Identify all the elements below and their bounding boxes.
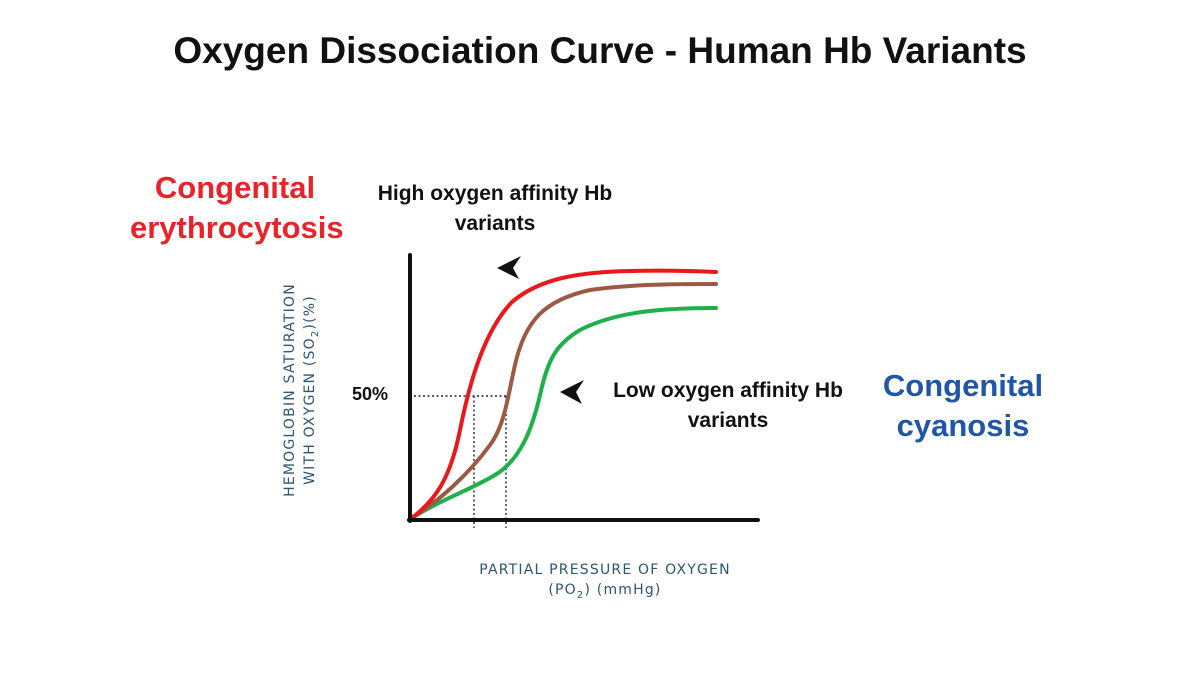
congenital-cyanosis-label: Congenital cyanosis bbox=[882, 368, 1044, 443]
arrowhead-icon bbox=[497, 256, 521, 279]
low-affinity-label: Low oxygen affinity Hb variants bbox=[613, 379, 843, 432]
high-affinity-label: High oxygen affinity Hb variants bbox=[377, 182, 613, 235]
y-axis-label-line2: WITH OXYGEN (SO2)(%) bbox=[302, 295, 321, 485]
x-axis-label-line2: (PO2) (mmHg) bbox=[548, 582, 662, 601]
y-axis-label-line1: HEMOGLOBIN SATURATION bbox=[282, 283, 299, 497]
y-axis-label: HEMOGLOBIN SATURATION WITH OXYGEN (SO2)(… bbox=[280, 235, 326, 545]
fifty-percent-label: 50% bbox=[352, 384, 389, 404]
normal-curve bbox=[410, 282, 718, 520]
page-title: Oxygen Dissociation Curve - Human Hb Var… bbox=[173, 30, 1027, 71]
high-affinity-curve bbox=[410, 268, 718, 520]
low-affinity-curve bbox=[410, 306, 718, 520]
arrowhead-icon bbox=[560, 380, 584, 404]
x-axis-label: PARTIAL PRESSURE OF OXYGEN (PO2) (mmHg) bbox=[440, 560, 770, 606]
x-axis-label-line1: PARTIAL PRESSURE OF OXYGEN bbox=[479, 562, 731, 578]
congenital-erythrocytosis-label: Congenital erythrocytosis bbox=[130, 170, 344, 245]
